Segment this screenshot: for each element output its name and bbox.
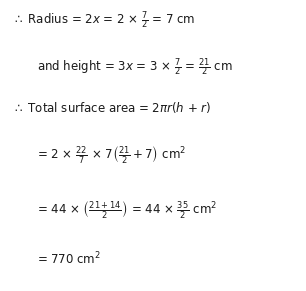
Text: $\therefore$ Radius = 2$x$ = 2 $\times$ $\frac{7}{2}$ = 7 cm: $\therefore$ Radius = 2$x$ = 2 $\times$ …	[12, 10, 196, 31]
Text: $\therefore$ Total surface area = 2$\pi r$($h$ + $r$): $\therefore$ Total surface area = 2$\pi …	[12, 100, 211, 115]
Text: and height = 3$x$ = 3 $\times$ $\frac{7}{2}$ = $\frac{21}{2}$ cm: and height = 3$x$ = 3 $\times$ $\frac{7}…	[37, 56, 233, 78]
Text: = 770 cm$^{2}$: = 770 cm$^{2}$	[37, 251, 101, 267]
Text: = 44 $\times$ $\left(\frac{21+14}{2}\right)$ = 44 $\times$ $\frac{35}{2}$ cm$^{2: = 44 $\times$ $\left(\frac{21+14}{2}\rig…	[37, 199, 217, 220]
Text: = 2 $\times$ $\frac{22}{7}$ $\times$ 7$\left(\frac{21}{2}+7\right)$ cm$^{2}$: = 2 $\times$ $\frac{22}{7}$ $\times$ 7$\…	[37, 144, 186, 165]
